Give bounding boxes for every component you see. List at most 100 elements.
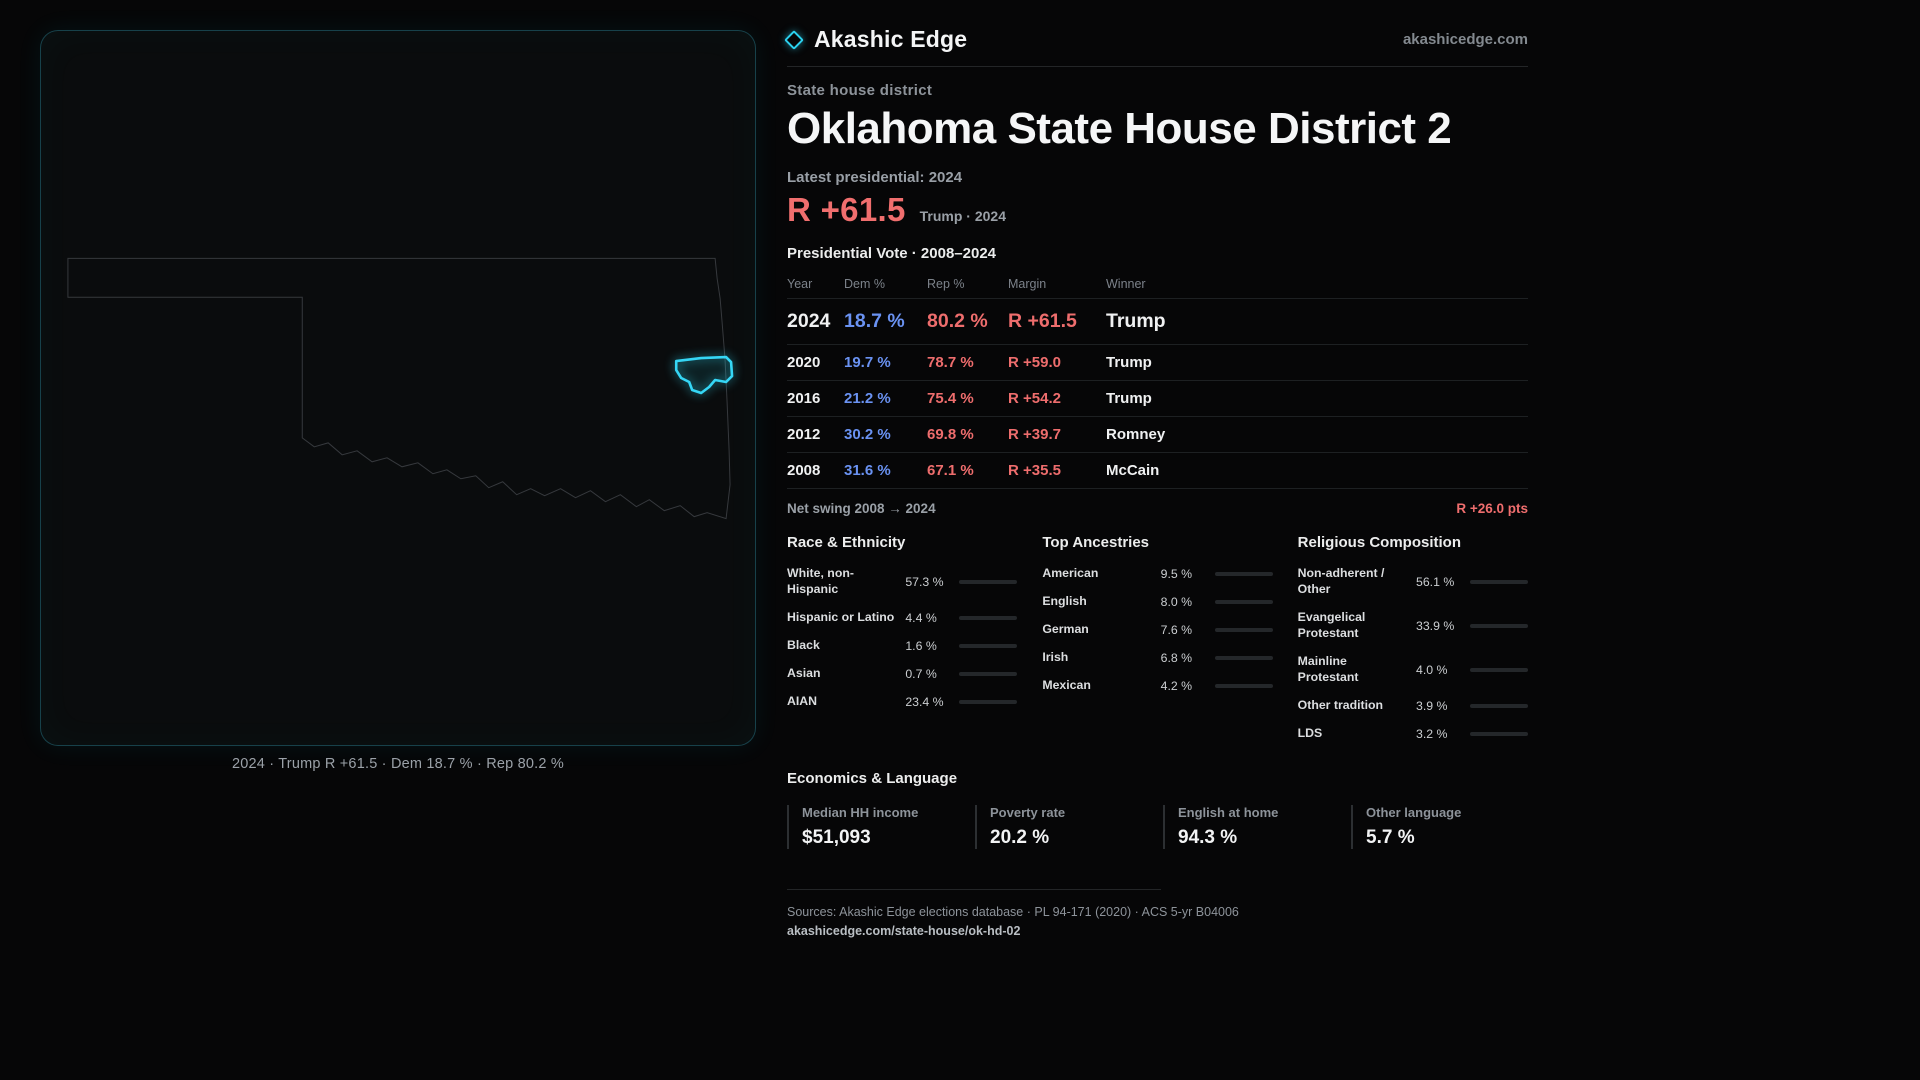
stat-value: $51,093 <box>802 826 871 848</box>
demo-row: White, non-Hispanic 57.3 % <box>787 566 1018 598</box>
cell-dem: 30.2 % <box>844 426 891 443</box>
net-swing-value: R +26.0 pts <box>1456 501 1528 516</box>
demo-bar <box>1469 703 1528 708</box>
demo-label: Mexican <box>1042 677 1091 692</box>
demo-label: Black <box>787 637 820 652</box>
main-content: Akashic Edge akashicedge.com State house… <box>784 26 1528 940</box>
site-link[interactable]: akashicedge.com <box>1402 31 1528 48</box>
demo-value: 23.4 % <box>905 694 944 709</box>
demo-row: Irish 6.8 % <box>1042 649 1273 666</box>
demo-value: 7.6 % <box>1160 622 1193 637</box>
demo-bar <box>959 643 1018 648</box>
cell-winner: Trump <box>1106 310 1166 332</box>
stat-other-language: Other language 5.7 % <box>1351 804 1539 849</box>
demo-value: 4.0 % <box>1415 662 1448 677</box>
cell-dem: 21.2 % <box>844 390 891 407</box>
demo-bar <box>959 615 1018 620</box>
stat-english-at-home: English at home 94.3 % <box>1163 804 1351 849</box>
demo-row: Mainline Protestant 4.0 % <box>1298 654 1528 686</box>
demo-label: Asian <box>787 665 821 680</box>
latest-presidential-label: Latest presidential: 2024 <box>787 169 963 186</box>
cell-year: 2008 <box>787 462 821 479</box>
cell-rep: 69.8 % <box>927 426 974 443</box>
stat-label: Other language <box>1366 804 1462 820</box>
section-title: Religious Composition <box>1297 534 1461 551</box>
demo-bar <box>959 699 1018 704</box>
cell-margin: R +35.5 <box>1008 462 1061 479</box>
net-swing-label: Net swing 2008 → 2024 <box>787 501 936 516</box>
demo-row: English 8.0 % <box>1042 593 1273 610</box>
demo-bar <box>1214 599 1273 604</box>
vote-table-title: Presidential Vote · 2008–2024 <box>787 245 997 262</box>
ancestries-column: Top Ancestries American 9.5 % English 8.… <box>1042 534 1273 754</box>
demo-label: German <box>1042 621 1089 636</box>
cell-margin: R +61.5 <box>1008 310 1077 332</box>
demo-value: 4.4 % <box>905 610 937 625</box>
demo-label: English <box>1042 593 1087 608</box>
demo-row: AIAN 23.4 % <box>787 694 1018 710</box>
cell-dem: 18.7 % <box>844 310 905 332</box>
cell-year: 2012 <box>787 426 821 443</box>
table-header-row: Year Dem % Rep % Margin Winner <box>787 269 1528 298</box>
net-swing-row: Net swing 2008 → 2024 R +26.0 pts <box>787 501 1528 516</box>
kicker-label: State house district <box>787 82 933 99</box>
demo-row: Asian 0.7 % <box>787 665 1018 682</box>
demo-row: German 7.6 % <box>1042 621 1273 638</box>
col-margin: Margin <box>1008 277 1047 291</box>
cell-margin: R +54.2 <box>1008 390 1061 407</box>
cell-rep: 67.1 % <box>927 462 974 479</box>
demo-value: 6.8 % <box>1160 650 1193 665</box>
demo-label: Other tradition <box>1297 697 1384 712</box>
demo-bar <box>1214 571 1273 576</box>
demo-row: LDS 3.2 % <box>1298 726 1528 742</box>
col-winner: Winner <box>1106 277 1146 291</box>
demo-bar <box>959 671 1018 676</box>
permalink[interactable]: akashicedge.com/state-house/ok-hd-02 <box>787 923 1021 938</box>
demo-value: 33.9 % <box>1415 618 1455 633</box>
demo-bar <box>1469 623 1528 628</box>
stat-value: 94.3 % <box>1178 826 1238 848</box>
cell-margin: R +39.7 <box>1008 426 1061 443</box>
footer-divider <box>787 888 1161 890</box>
economics-stats: Median HH income $51,093 Poverty rate 20… <box>787 804 1528 849</box>
demo-value: 3.2 % <box>1415 726 1448 741</box>
page-title: Oklahoma State House District 2 <box>787 104 1452 153</box>
demo-label: Irish <box>1042 649 1069 664</box>
table-row: 2008 31.6 % 67.1 % R +35.5 McCain <box>787 452 1528 488</box>
demo-row: Non-adherent / Other 56.1 % <box>1298 566 1528 598</box>
stat-label: Poverty rate <box>990 804 1066 820</box>
cell-winner: Trump <box>1106 354 1152 371</box>
demo-row: American 9.5 % <box>1042 566 1273 582</box>
section-title: Top Ancestries <box>1042 534 1150 551</box>
stat-label: English at home <box>1178 804 1279 820</box>
brand-name: Akashic Edge <box>814 26 968 52</box>
demo-bar <box>1214 655 1273 660</box>
stat-poverty-rate: Poverty rate 20.2 % <box>975 804 1163 849</box>
demo-value: 0.7 % <box>905 666 937 681</box>
cell-dem: 19.7 % <box>844 354 891 371</box>
diamond-logo-icon <box>784 29 804 50</box>
cell-dem: 31.6 % <box>844 462 891 479</box>
oklahoma-map <box>67 257 734 520</box>
district-map-panel <box>40 30 756 746</box>
table-row: 2020 19.7 % 78.7 % R +59.0 Trump <box>787 344 1528 380</box>
col-year: Year <box>787 277 813 291</box>
demo-value: 4.2 % <box>1160 678 1193 693</box>
col-dem: Dem % <box>844 277 885 291</box>
demo-label: Hispanic or Latino <box>787 609 895 624</box>
table-row: 2024 18.7 % 80.2 % R +61.5 Trump <box>787 298 1528 344</box>
demo-label: LDS <box>1297 725 1323 740</box>
demo-bar <box>1469 731 1528 736</box>
demo-row: Black 1.6 % <box>787 637 1018 654</box>
highlighted-district-shape <box>674 355 734 395</box>
cell-margin: R +59.0 <box>1008 354 1061 371</box>
demo-label: American <box>1042 566 1099 580</box>
demo-row: Other tradition 3.9 % <box>1298 698 1528 714</box>
cell-rep: 75.4 % <box>927 390 974 407</box>
demo-label: Evangelical Protestant <box>1297 609 1366 640</box>
table-row: 2016 21.2 % 75.4 % R +54.2 Trump <box>787 380 1528 416</box>
stat-median-income: Median HH income $51,093 <box>787 804 975 849</box>
cell-year: 2020 <box>787 354 821 371</box>
demo-label: Non-adherent / Other <box>1297 566 1385 596</box>
demo-label: Mainline Protestant <box>1297 653 1359 684</box>
